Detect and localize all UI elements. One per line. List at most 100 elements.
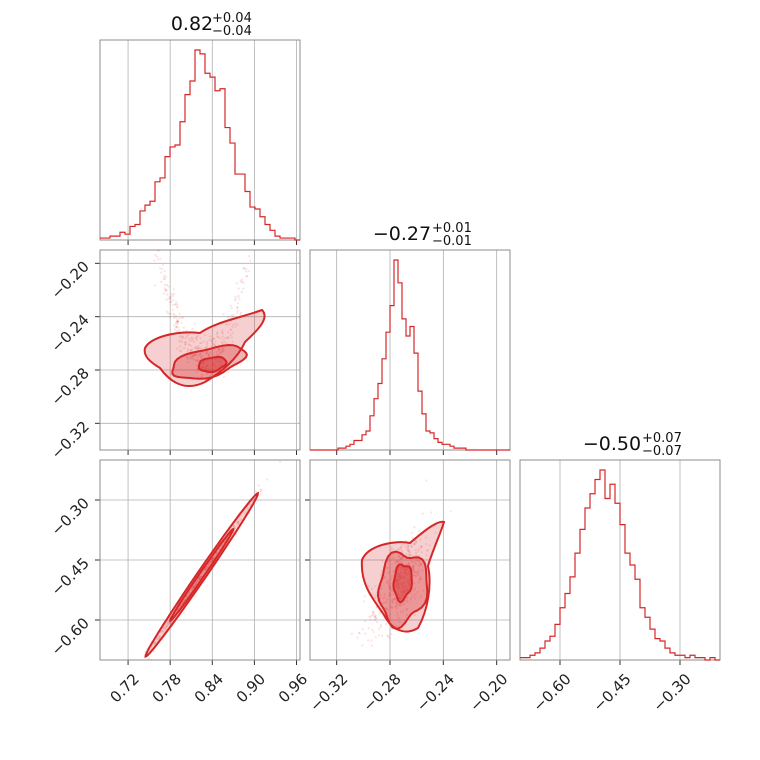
sample-point (146, 198, 148, 200)
sample-point (372, 614, 375, 617)
sample-point (396, 614, 399, 617)
sample-point (177, 326, 180, 329)
sample-point (246, 275, 249, 278)
sample-point (410, 544, 413, 547)
sample-point (205, 364, 209, 367)
contour-line-1 (171, 343, 248, 380)
sample-point (196, 355, 199, 358)
sample-point (382, 601, 385, 605)
sample-point (197, 346, 200, 350)
sample-point (424, 536, 428, 539)
sample-point (364, 619, 367, 623)
sample-point (419, 576, 422, 579)
sample-point (390, 588, 393, 591)
sample-point (198, 577, 201, 581)
sample-point (410, 553, 413, 557)
sample-point (282, 452, 284, 454)
sample-point (193, 353, 196, 357)
sample-point (237, 287, 240, 290)
sample-point (396, 560, 399, 564)
sample-point (393, 597, 396, 601)
sample-point (398, 602, 401, 605)
sample-point (159, 246, 161, 248)
sample-point (403, 571, 406, 574)
sample-point (186, 350, 189, 353)
sample-point (396, 578, 399, 582)
sample-point (421, 589, 425, 592)
sample-point (415, 563, 418, 566)
sample-point (370, 628, 374, 631)
sample-point (152, 650, 156, 653)
sample-point (189, 339, 192, 342)
sample-point (190, 587, 194, 591)
sample-point (192, 585, 196, 588)
sample-point (210, 560, 213, 564)
sample-point (185, 329, 188, 332)
sample-point (197, 577, 200, 581)
sample-point (407, 550, 410, 553)
sample-point (390, 632, 393, 636)
x-tick-label-p2-1: −0.45 (590, 670, 635, 715)
sample-point (402, 587, 405, 590)
sample-point (374, 585, 377, 588)
sample-point (368, 665, 370, 667)
sample-point (201, 374, 204, 377)
sample-point (172, 292, 176, 296)
sample-point (408, 572, 411, 575)
sample-point (362, 600, 365, 603)
sample-point (407, 570, 411, 573)
sample-point (157, 250, 160, 252)
sample-point (221, 335, 224, 338)
sample-point (156, 250, 159, 252)
sample-point (367, 585, 370, 588)
panel-frame (309, 459, 511, 661)
sample-point (139, 670, 141, 672)
sample-point (390, 577, 393, 581)
sample-point (224, 337, 227, 340)
sample-point (200, 341, 203, 345)
sample-point (161, 264, 164, 267)
panel-frame (99, 459, 301, 661)
sample-point (206, 565, 209, 568)
sample-point (215, 353, 218, 357)
sample-point (391, 589, 394, 593)
sample-point (213, 555, 216, 558)
sample-point (199, 342, 202, 345)
sample-point (169, 297, 172, 300)
sample-point (209, 561, 212, 564)
sample-point (373, 615, 376, 618)
sample-point (425, 549, 429, 552)
sample-point (235, 282, 238, 285)
sample-point (231, 340, 234, 343)
sample-point (167, 622, 170, 625)
sample-point (137, 668, 139, 670)
sample-point (147, 657, 150, 660)
sample-point (225, 336, 229, 339)
sample-point (207, 367, 210, 370)
sample-point (170, 293, 174, 296)
sample-point (226, 323, 229, 326)
sample-point (179, 340, 182, 344)
sample-point (407, 548, 411, 551)
sample-point (154, 242, 156, 244)
sample-point (398, 582, 402, 585)
sample-point (215, 551, 218, 555)
sample-point (413, 561, 417, 564)
sample-point (195, 580, 198, 583)
sample-point (394, 599, 397, 602)
sample-point (191, 337, 194, 340)
sample-point (254, 490, 257, 493)
sample-point (142, 661, 144, 663)
sample-point (386, 634, 389, 637)
sample-point (205, 352, 208, 355)
sample-point (370, 639, 373, 642)
sample-point (396, 559, 399, 563)
sample-point (426, 549, 430, 552)
sample-point (374, 616, 377, 619)
sample-point (397, 568, 400, 571)
sample-point (405, 608, 408, 611)
panel-content (350, 479, 452, 667)
sample-point (191, 585, 195, 588)
sample-point (402, 591, 405, 594)
